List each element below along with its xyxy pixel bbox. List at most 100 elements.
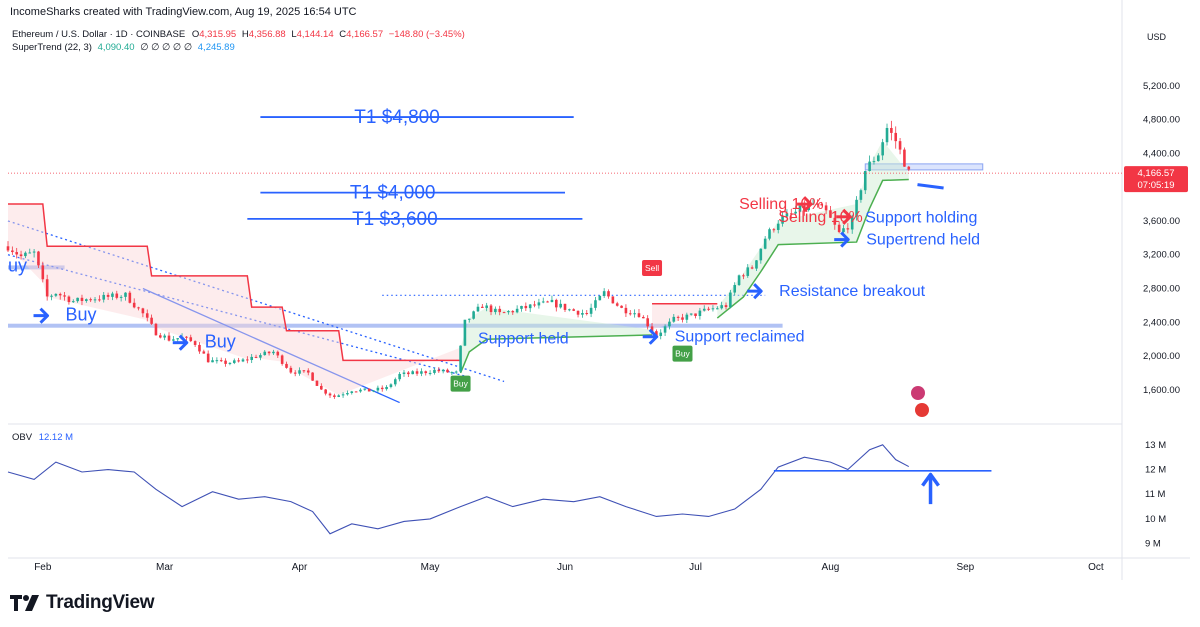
candle-body	[755, 260, 758, 269]
obv-tick-label: 13 M	[1145, 440, 1166, 451]
candle-body	[750, 267, 754, 269]
obv-tick-label: 11 M	[1145, 489, 1166, 500]
candle-body	[206, 353, 210, 363]
latest-arrow	[917, 183, 944, 190]
candle-body	[759, 248, 763, 261]
event-icon	[911, 386, 925, 400]
candle-body	[803, 205, 806, 211]
annotation-label: Supertrend held	[866, 232, 980, 249]
support-band	[8, 265, 65, 270]
candle-body	[850, 216, 854, 230]
candle-body	[877, 155, 880, 162]
annotation-label: Support held	[478, 330, 569, 347]
supertrend-up-fill	[460, 307, 653, 374]
candle-body	[80, 297, 84, 301]
candle-body	[254, 356, 258, 358]
candle-body	[420, 371, 423, 374]
tradingview-logo: TradingView	[10, 592, 155, 614]
candle-body	[463, 319, 467, 346]
candle-body	[716, 308, 719, 310]
annotation-label: Support reclaimed	[675, 329, 805, 346]
candle-body	[628, 313, 632, 315]
candle-body	[498, 308, 502, 313]
candle-body	[872, 161, 876, 163]
candle-body	[511, 311, 515, 313]
candle-body	[459, 345, 462, 372]
annotation-arrow-head	[178, 334, 189, 351]
candle-body	[450, 372, 454, 374]
annotation-arrow-head	[648, 328, 659, 345]
candle-body	[428, 372, 432, 374]
candle-body	[306, 370, 310, 373]
candle-body	[676, 316, 680, 318]
tradingview-logo-icon	[10, 595, 39, 611]
candle-body	[689, 313, 693, 315]
obv-label: OBV	[12, 432, 33, 443]
candle-body	[354, 391, 358, 393]
candle-body	[385, 386, 388, 390]
symbol-name: Ethereum / U.S. Dollar · 1D · COINBASE	[12, 29, 186, 40]
candle-body	[67, 296, 71, 303]
candle-body	[746, 267, 750, 276]
low-label: L	[291, 29, 297, 40]
candle-body	[546, 301, 549, 303]
time-tick-label: Aug	[822, 562, 840, 573]
candle-body	[589, 307, 593, 314]
candle-body	[533, 304, 536, 306]
candle-body	[772, 229, 776, 231]
candle-body	[424, 371, 428, 374]
candle-body	[263, 351, 267, 356]
obv-line	[7, 444, 910, 535]
candle-body	[733, 284, 737, 293]
candle-body	[111, 293, 114, 297]
candle-body	[276, 351, 280, 356]
candle-body	[541, 301, 545, 303]
change-value: −148.80 (−3.45%)	[388, 29, 465, 40]
candle-body	[894, 132, 898, 142]
candle-body	[219, 360, 223, 362]
candle-body	[298, 370, 301, 374]
candle-body	[224, 360, 227, 364]
signal-badge	[450, 375, 471, 392]
candle-body	[672, 316, 676, 322]
candle-body	[32, 251, 36, 253]
candle-body	[485, 305, 488, 308]
candle-body	[302, 370, 306, 372]
candle-body	[528, 304, 532, 309]
candle-body	[115, 293, 119, 298]
candle-body	[259, 355, 262, 358]
candle-body	[246, 359, 249, 361]
candle-body	[285, 363, 288, 368]
candle-body	[437, 369, 441, 372]
candle-body	[398, 373, 401, 380]
price-tick-label: 5,200.00	[1143, 81, 1180, 92]
candle-body	[837, 224, 841, 233]
candle-body	[367, 388, 371, 392]
candle-body	[563, 303, 567, 310]
candle-body	[363, 388, 367, 390]
annotation-label: Buy	[66, 305, 97, 325]
candle-body	[515, 308, 519, 313]
candle-body	[106, 294, 110, 297]
time-tick-label: Feb	[34, 562, 52, 573]
candle-body	[881, 142, 884, 156]
candle-body	[842, 228, 845, 233]
supertrend-up-2-fill	[717, 140, 909, 319]
candle-body	[846, 228, 850, 230]
candle-body	[50, 295, 53, 297]
candle-body	[37, 251, 40, 266]
annotation-arrow-head	[842, 208, 852, 225]
candle-body	[393, 379, 397, 385]
annotation-arrow-head	[39, 307, 50, 324]
candle-body	[789, 213, 793, 215]
candle-body	[820, 203, 824, 206]
obv-tick-label: 9 M	[1145, 539, 1161, 550]
support-band	[8, 323, 783, 328]
candle-body	[137, 307, 140, 309]
target-label: T1 $4,000	[350, 183, 436, 204]
candle-body	[816, 203, 819, 205]
support-box	[864, 163, 984, 171]
supertrend-up-2-line	[716, 178, 909, 319]
trendline	[142, 287, 400, 404]
